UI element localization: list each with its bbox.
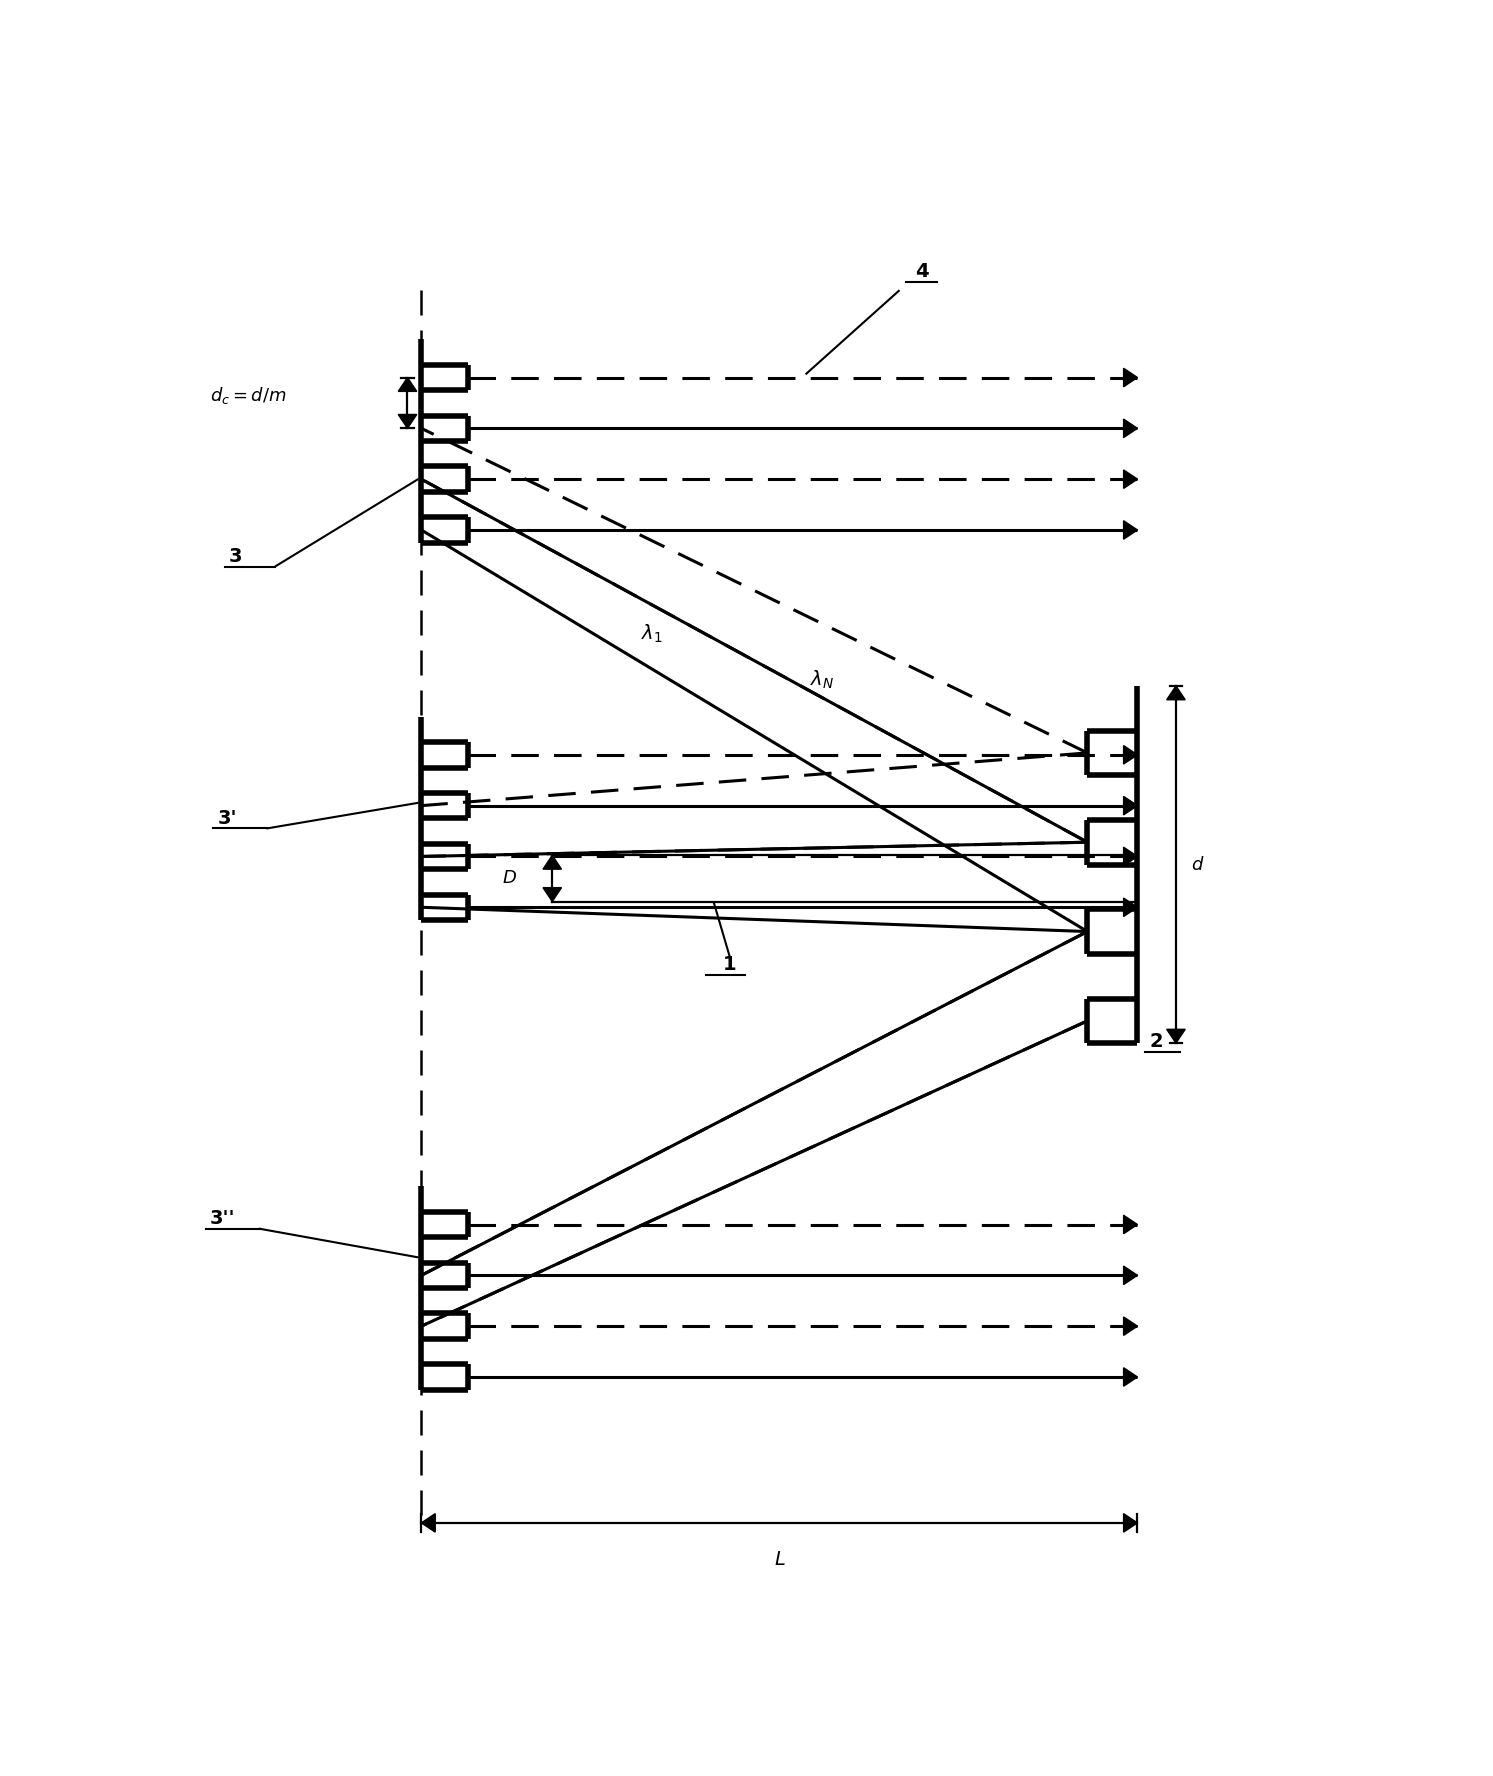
- Text: 3'': 3'': [209, 1209, 234, 1229]
- Polygon shape: [1124, 368, 1138, 387]
- Text: $\lambda_1$: $\lambda_1$: [642, 622, 663, 645]
- Polygon shape: [399, 378, 417, 391]
- Text: 4: 4: [915, 263, 929, 281]
- Polygon shape: [1124, 471, 1138, 488]
- Polygon shape: [1124, 1215, 1138, 1234]
- Polygon shape: [399, 414, 417, 428]
- Polygon shape: [1124, 1368, 1138, 1387]
- Text: 3': 3': [218, 808, 237, 828]
- Text: 1: 1: [723, 955, 736, 975]
- Polygon shape: [1124, 899, 1138, 916]
- Polygon shape: [1166, 1030, 1185, 1043]
- Polygon shape: [543, 856, 561, 868]
- Polygon shape: [1166, 686, 1185, 700]
- Polygon shape: [1124, 796, 1138, 815]
- Polygon shape: [421, 1513, 436, 1533]
- Polygon shape: [1124, 1318, 1138, 1336]
- Polygon shape: [1124, 1266, 1138, 1284]
- Text: $L$: $L$: [773, 1550, 785, 1568]
- Polygon shape: [1124, 746, 1138, 764]
- Polygon shape: [1124, 847, 1138, 865]
- Polygon shape: [1124, 419, 1138, 437]
- Text: $d$: $d$: [1191, 856, 1205, 874]
- Text: 2: 2: [1150, 1032, 1163, 1051]
- Text: $d_c = d/m$: $d_c = d/m$: [209, 385, 287, 405]
- Text: $D$: $D$: [503, 870, 518, 888]
- Polygon shape: [1124, 520, 1138, 540]
- Text: $\lambda_N$: $\lambda_N$: [809, 668, 835, 691]
- Polygon shape: [1124, 1513, 1138, 1533]
- Text: 3: 3: [228, 547, 242, 567]
- Polygon shape: [543, 888, 561, 902]
